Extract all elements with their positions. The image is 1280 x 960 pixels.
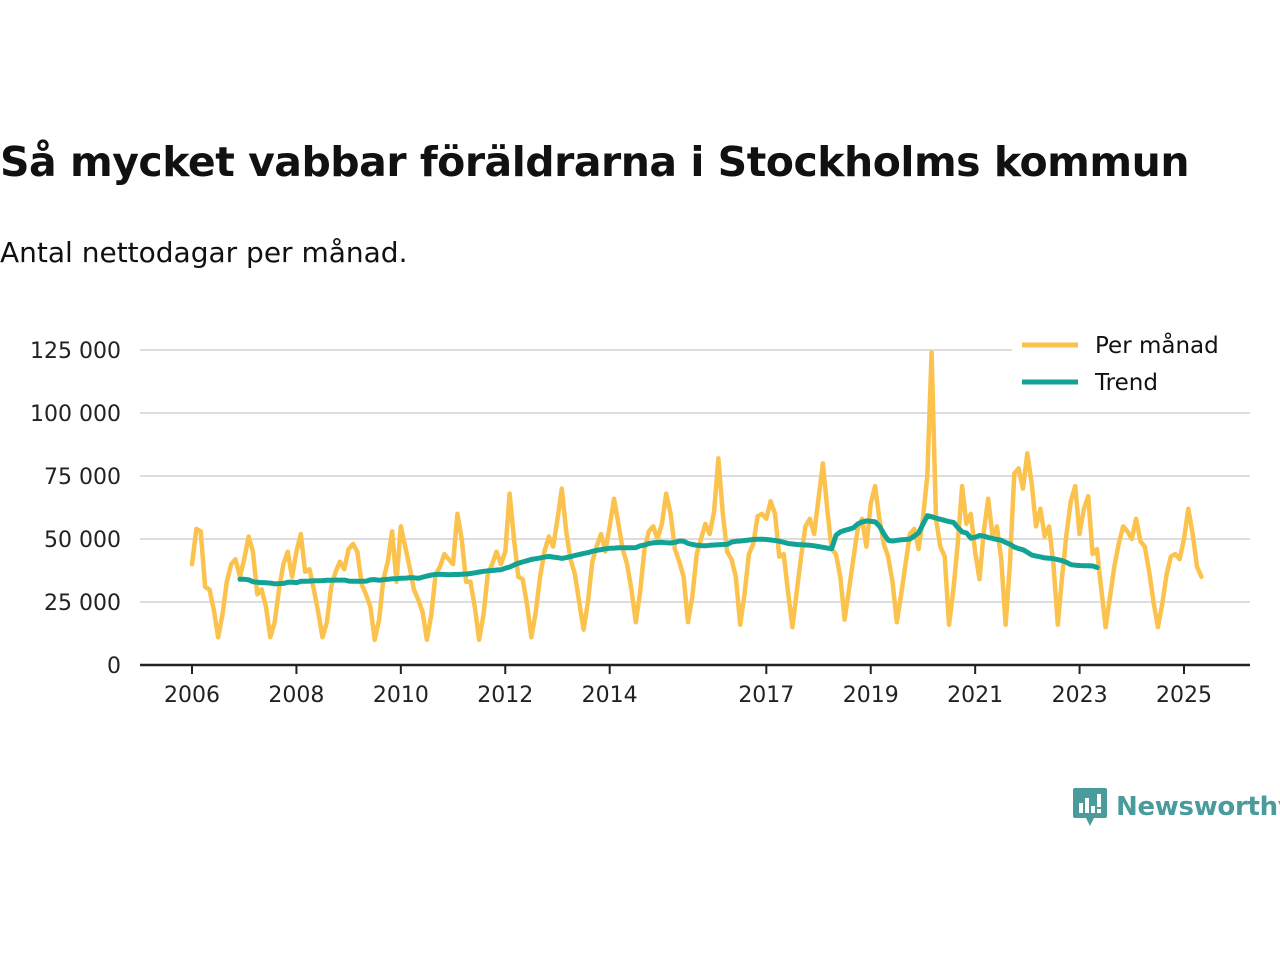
brand-logo: Newsworthy [1072, 786, 1280, 828]
y-tick-label: 50 000 [44, 528, 121, 553]
legend-label-per-manad: Per månad [1095, 331, 1219, 359]
y-tick-label: 25 000 [44, 591, 121, 616]
y-tick-label: 125 000 [30, 339, 121, 364]
x-tick-label: 2025 [1156, 683, 1212, 708]
y-tick-label: 0 [107, 654, 121, 679]
chart-title: Så mycket vabbar föräldrarna i Stockholm… [0, 138, 1190, 186]
series-line-per-manad [189, 350, 1204, 643]
chart-subtitle: Antal nettodagar per månad. [0, 236, 408, 269]
legend-label-trend: Trend [1094, 370, 1158, 396]
x-tick-label: 2014 [582, 683, 638, 708]
x-tick-label: 2012 [477, 683, 533, 708]
legend: Per månad Trend [1012, 326, 1250, 404]
x-tick-label: 2017 [738, 683, 794, 708]
series-line-trend [237, 513, 1100, 587]
x-tick-label: 2021 [947, 683, 1003, 708]
x-axis-ticks: 2006 2008 2010 2012 2014 2017 2019 2021 2023 2025 [164, 665, 1212, 708]
y-axis-ticks: 0 25 000 50 000 75 000 100 000 125 000 [30, 339, 121, 679]
x-tick-label: 2019 [843, 683, 899, 708]
brand-name: Newsworthy [1116, 792, 1280, 822]
x-tick-label: 2006 [164, 683, 220, 708]
newsworthy-logo-icon [1073, 788, 1107, 826]
series-lines [189, 350, 1204, 643]
y-tick-label: 100 000 [30, 402, 121, 427]
x-tick-label: 2008 [268, 683, 324, 708]
x-tick-label: 2010 [373, 683, 429, 708]
x-tick-label: 2023 [1052, 683, 1108, 708]
y-tick-label: 75 000 [44, 465, 121, 490]
legend-background [1012, 326, 1250, 404]
